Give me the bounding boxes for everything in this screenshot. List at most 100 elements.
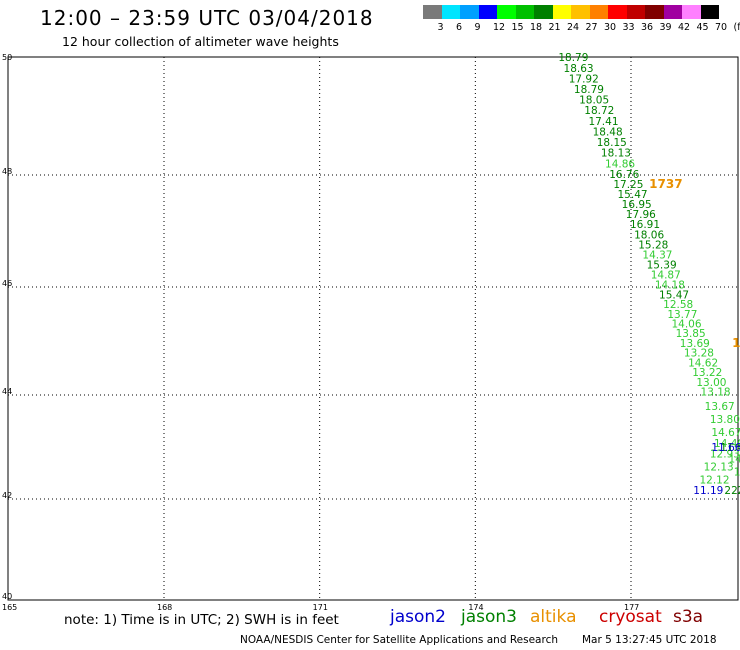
data-label-jason3: 17.92 (569, 73, 599, 85)
data-label-jason3: 16.91 (630, 219, 660, 231)
legend-jason3: jason3 (461, 607, 517, 627)
data-label-jason3: 18.72 (584, 105, 614, 117)
color-scale-label: 9 (474, 22, 481, 33)
data-label-jason3: 13.85 (676, 328, 706, 340)
data-label-jason3: 14.87 (651, 270, 681, 282)
data-label-jason3: 12.58 (663, 299, 693, 311)
data-label-jason2: 11.19 (693, 485, 723, 497)
color-swatch (460, 5, 479, 19)
data-label-jason3: 13.80 (710, 414, 740, 426)
color-swatch (626, 5, 645, 19)
x-tick-label: 171 (313, 603, 328, 612)
data-label-jason3: 13.18 (701, 387, 731, 399)
data-label-jason3: 24.7 (737, 485, 740, 497)
color-scale-label: 30 (604, 22, 617, 33)
color-swatch (552, 5, 571, 19)
footer-timestamp: Mar 5 13:27:45 UTC 2018 (582, 634, 717, 646)
y-tick-label: 44 (2, 387, 12, 396)
data-label-jason3: 14.06 (671, 319, 701, 331)
data-label-jason3: 13.9 (734, 467, 740, 479)
data-label-jason3: 18.06 (634, 229, 664, 241)
color-swatch (700, 5, 719, 19)
data-label-jason3: 18.15 (597, 137, 627, 149)
y-tick-label: 42 (2, 491, 12, 500)
data-label-jason3: 15.47 (659, 289, 689, 301)
legend-cryosat: cryosat (599, 607, 662, 627)
color-swatch (497, 5, 516, 19)
color-scale-label: 6 (456, 22, 463, 33)
data-label-jason3: 14.67 (711, 427, 740, 439)
color-swatch (589, 5, 608, 19)
color-scale-label: 27 (585, 22, 598, 33)
x-tick-label: 177 (624, 603, 639, 612)
data-label-jason3: 11.42 (720, 442, 740, 454)
note-text: note: 1) Time is in UTC; 2) SWH is in fe… (64, 612, 339, 628)
y-tick-label: 46 (2, 279, 12, 288)
color-scale-label: 21 (548, 22, 561, 33)
data-label-jason3: 13.22 (692, 367, 722, 379)
plot-frame (7, 56, 739, 601)
data-label-jason3: 18.79 (558, 52, 588, 64)
data-label-jason3: 12.93 (710, 448, 740, 460)
data-label-jason3: 13.67 (705, 401, 735, 413)
data-label-jason2: 11.66 (711, 442, 740, 454)
color-scale-label: 3 (437, 22, 444, 33)
data-label-jason3: 13.77 (667, 309, 697, 321)
chart-subtitle: 12 hour collection of altimeter wave hei… (62, 34, 339, 49)
color-swatch (534, 5, 553, 19)
y-tick-label: 40 (2, 592, 12, 601)
color-scale-label: 24 (567, 22, 580, 33)
color-swatch (645, 5, 664, 19)
data-label-jason3: 14.18 (655, 280, 685, 292)
color-scale-label: 45 (696, 22, 709, 33)
data-label-jason3: 18.05 (579, 95, 609, 107)
data-label-jason3: 13.00 (696, 377, 726, 389)
data-label-jason3: 13.28 (684, 348, 714, 360)
color-scale-label: 15 (511, 22, 524, 33)
data-label-jason3: 14.62 (688, 357, 718, 369)
color-swatch (478, 5, 497, 19)
color-scale-label: 12 (493, 22, 506, 33)
data-label-jason3: 12.13 (704, 461, 734, 473)
color-swatch (515, 5, 534, 19)
color-scale-label: 70 (715, 22, 728, 33)
footer-credit: NOAA/NESDIS Center for Satellite Applica… (240, 634, 558, 646)
data-label-altika: 1736 (732, 336, 740, 350)
x-tick-label: 165 (2, 603, 17, 612)
x-tick-label: 174 (468, 603, 483, 612)
chart-title: 12:00 – 23:59 UTC 03/04/2018 (40, 6, 374, 30)
color-scale-label: 18 (530, 22, 543, 33)
data-label-jason3: 22 (724, 485, 737, 497)
data-label-jason3: 15.28 (638, 239, 668, 251)
data-label-jason3: 18.13 (601, 148, 631, 160)
color-swatch (663, 5, 682, 19)
data-label-jason3: 15.47 (618, 189, 648, 201)
legend-s3a: s3a (673, 607, 704, 627)
x-tick-label: 168 (157, 603, 172, 612)
data-label-jason3: 17.41 (588, 116, 618, 128)
legend-altika: altika (530, 607, 577, 627)
data-label-jason3: 14.40 (714, 438, 740, 450)
data-label-jason3: 12.12 (699, 474, 729, 486)
color-swatch (571, 5, 590, 19)
y-tick-label: 48 (2, 167, 12, 176)
data-label-jason3: 14.6 (729, 454, 740, 466)
data-label-altika: 1737 (649, 177, 682, 191)
color-scale-label: (ft) (733, 22, 740, 33)
color-scale-label: 39 (659, 22, 672, 33)
color-scale-label: 36 (641, 22, 654, 33)
color-swatch (608, 5, 627, 19)
data-label-jason3: 18.79 (574, 84, 604, 96)
data-label-jason3: 17.25 (613, 179, 643, 191)
data-label-jason3: 17.96 (626, 209, 656, 221)
color-scale-label: 33 (622, 22, 635, 33)
data-label-jason3: 13.69 (680, 338, 710, 350)
data-label-jason3: 18.63 (564, 63, 594, 75)
data-label-jason3: 16.76 (609, 169, 639, 181)
color-swatch (441, 5, 460, 19)
data-label-jason3: 14.86 (605, 158, 635, 170)
y-tick-label: 50 (2, 53, 12, 62)
color-scale-label: 42 (678, 22, 691, 33)
